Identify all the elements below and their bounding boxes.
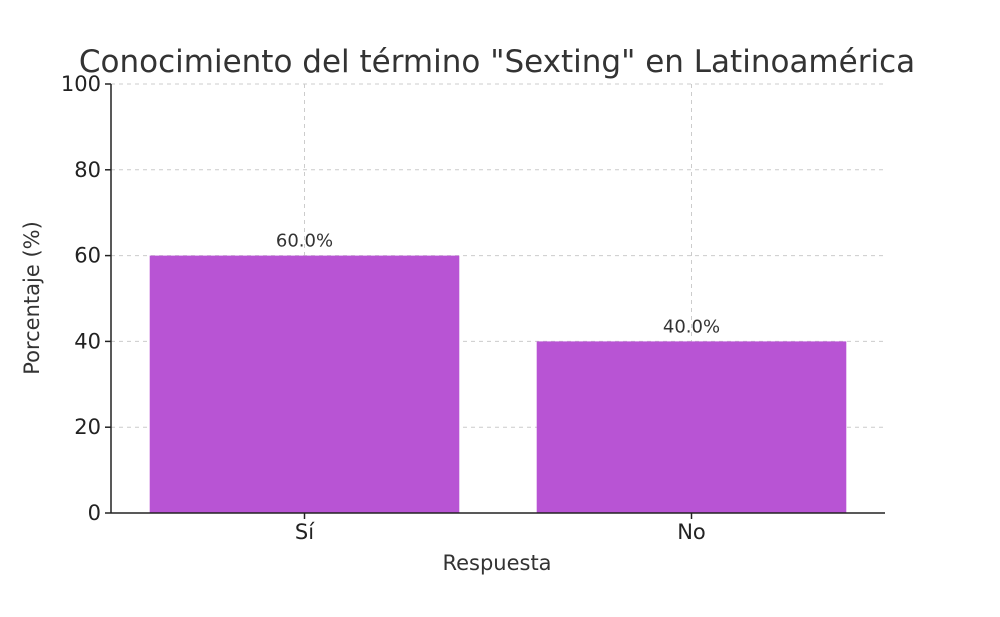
y-tick-label: 20 [74,415,101,439]
y-ticks: 0 20 40 60 80 100 [61,72,111,525]
y-tick-label: 60 [74,244,101,268]
bars [149,255,847,513]
bar-1 [536,341,847,513]
x-tick-label: No [677,520,706,544]
x-tick-label: Sí [295,520,315,544]
axes [110,84,885,514]
y-axis-label: Porcentaje (%) [20,221,44,375]
y-tick-label: 40 [74,329,101,353]
bar-0 [149,255,460,513]
data-label-1: 40.0% [663,316,720,337]
data-labels: 60.0% 40.0% [276,231,720,338]
y-tick-label: 80 [74,158,101,182]
data-label-0: 60.0% [276,231,333,252]
y-tick-label: 0 [88,501,101,525]
y-tick-label: 100 [61,72,101,96]
chart-title: Conocimiento del término "Sexting" en La… [79,44,915,80]
x-axis-label: Respuesta [442,551,551,575]
x-ticks: Sí No [295,513,706,544]
